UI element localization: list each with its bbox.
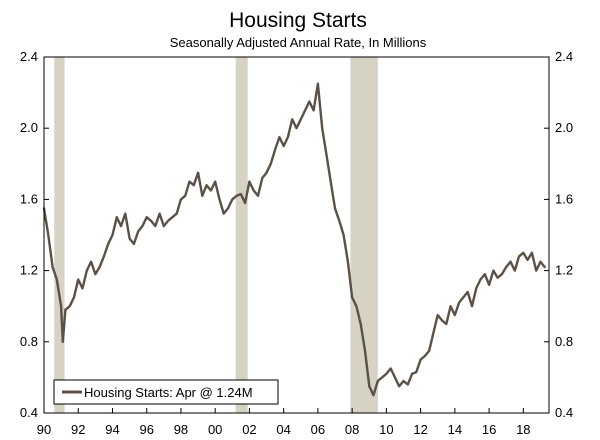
y-tick-label-right: 2.0 [555, 120, 573, 135]
x-tick-label: 90 [37, 422, 51, 437]
chart-title: Housing Starts [229, 9, 367, 32]
recession-band-1 [235, 57, 248, 413]
y-tick-label-right: 2.4 [555, 49, 573, 64]
x-tick-label: 92 [71, 422, 85, 437]
y-tick-label-left: 0.4 [20, 405, 38, 420]
y-tick-label-right: 0.4 [555, 405, 573, 420]
x-axis: 90 92 94 96 98 00 02 04 06 08 10 12 14 16 18 [37, 408, 531, 437]
legend-label: Housing Starts: Apr @ 1.24M [84, 385, 253, 400]
y-tick-label-right: 0.8 [555, 334, 573, 349]
series-layer [42, 82, 546, 397]
recession-band-0 [54, 57, 65, 413]
y-tick-label-left: 2.0 [20, 120, 38, 135]
x-tick-label: 96 [139, 422, 153, 437]
y-tick-label-left: 1.2 [20, 263, 38, 278]
y-axis-right: 0.4 0.8 1.2 1.6 2.0 2.4 [544, 49, 573, 420]
x-tick-label: 18 [516, 422, 530, 437]
x-tick-label: 98 [174, 422, 188, 437]
x-tick-label: 12 [413, 422, 427, 437]
series-line-housing-starts [42, 82, 546, 397]
y-tick-label-right: 1.6 [555, 191, 573, 206]
x-tick-label: 02 [242, 422, 256, 437]
x-tick-label: 10 [379, 422, 393, 437]
y-tick-label-right: 1.2 [555, 263, 573, 278]
x-tick-label: 14 [448, 422, 462, 437]
y-tick-label-left: 2.4 [20, 49, 38, 64]
x-tick-label: 06 [311, 422, 325, 437]
recession-bands [54, 57, 378, 413]
legend: Housing Starts: Apr @ 1.24M [53, 379, 279, 405]
y-axis-left: 0.4 0.8 1.2 1.6 2.0 2.4 [20, 49, 49, 420]
y-tick-label-left: 0.8 [20, 334, 38, 349]
x-tick-label: 94 [105, 422, 119, 437]
legend-box [53, 379, 279, 405]
y-tick-label-left: 1.6 [20, 191, 38, 206]
plot-frame [43, 56, 550, 414]
recession-band-2 [350, 57, 378, 413]
x-tick-label: 16 [482, 422, 496, 437]
x-tick-label: 04 [276, 422, 290, 437]
chart-subtitle: Seasonally Adjusted Annual Rate, In Mill… [170, 35, 427, 50]
x-tick-label: 08 [345, 422, 359, 437]
x-tick-label: 00 [208, 422, 222, 437]
